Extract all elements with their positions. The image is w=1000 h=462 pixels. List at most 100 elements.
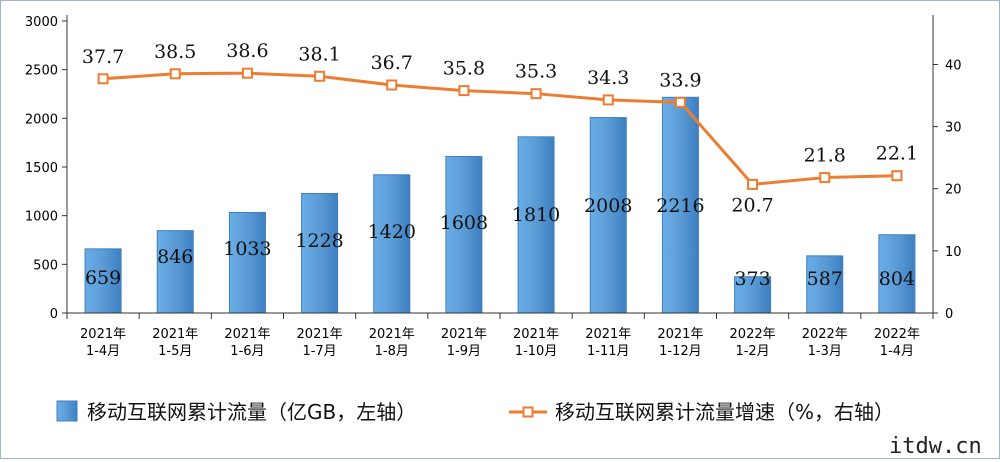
bar-7 (589, 117, 627, 314)
x-tick-label: 2021年 1-12月 (657, 327, 703, 359)
growth-point-10 (819, 172, 831, 184)
right-tick-label: 10 (945, 245, 962, 260)
x-tick-label: 2021年 1-5月 (152, 327, 198, 359)
legend-line-marker (522, 406, 534, 418)
growth-value-label: 38.6 (226, 40, 268, 62)
bar-value-label: 373 (734, 268, 770, 290)
bar-4 (373, 174, 411, 314)
bar-8 (661, 96, 699, 314)
left-tick-label: 2000 (25, 112, 58, 127)
bar-value-label: 846 (157, 246, 193, 268)
growth-point-8 (674, 96, 686, 108)
x-tick-label: 2021年 1-9月 (441, 327, 487, 359)
growth-value-label: 33.9 (659, 69, 701, 91)
left-tick-label: 0 (50, 307, 58, 322)
bar-value-label: 2008 (584, 195, 632, 217)
x-tick-label: 2021年 1-4月 (80, 327, 126, 359)
growth-point-1 (169, 68, 181, 80)
growth-point-3 (314, 70, 326, 82)
left-tick-label: 500 (33, 258, 58, 273)
bar-1 (156, 230, 194, 314)
x-tick-label: 2022年 1-3月 (802, 327, 848, 359)
right-tick-label: 20 (945, 183, 962, 198)
growth-value-label: 35.8 (443, 58, 485, 80)
bar-value-label: 2216 (656, 195, 704, 217)
x-tick-label: 2021年 1-11月 (585, 327, 631, 359)
x-tick-label-line: 1-12月 (659, 344, 702, 359)
growth-value-label: 21.8 (804, 145, 846, 167)
x-tick-label-line: 2021年 (513, 327, 559, 342)
growth-point-6 (530, 88, 542, 100)
growth-point-9 (747, 178, 759, 190)
right-tick-label: 40 (945, 58, 962, 73)
watermark: itdw.cn (889, 434, 982, 458)
left-tick-label: 1000 (25, 210, 58, 225)
x-tick-label-line: 2021年 (224, 327, 270, 342)
x-tick-label-line: 1-8月 (375, 344, 409, 359)
bar-value-label: 1228 (295, 230, 343, 252)
growth-value-label: 38.1 (298, 43, 340, 65)
x-tick-label-line: 2021年 (297, 327, 343, 342)
bar-series (84, 96, 916, 314)
legend-bar-swatch (56, 400, 78, 422)
left-tick-label: 1500 (25, 161, 58, 176)
growth-point-11 (891, 170, 903, 182)
x-tick-label: 2021年 1-10月 (513, 327, 559, 359)
x-tick-label-line: 1-7月 (302, 344, 336, 359)
x-tick-label-line: 2022年 (874, 327, 920, 342)
x-tick-label-line: 1-3月 (808, 344, 842, 359)
x-tick-label-line: 2021年 (369, 327, 415, 342)
x-tick-label-line: 1-6月 (230, 344, 264, 359)
growth-point-2 (241, 67, 253, 79)
left-tick-label: 2500 (25, 64, 58, 79)
x-tick-label-line: 2022年 (802, 327, 848, 342)
x-tick-label-line: 2021年 (80, 327, 126, 342)
x-tick-label-line: 2021年 (441, 327, 487, 342)
growth-value-label: 38.5 (154, 41, 196, 63)
x-tick-label-line: 1-10月 (515, 344, 558, 359)
bar-3 (301, 192, 339, 314)
x-tick-label: 2021年 1-8月 (369, 327, 415, 359)
line-series (97, 67, 903, 190)
bar-2 (228, 211, 266, 314)
growth-point-0 (97, 73, 109, 85)
right-tick-label: 30 (945, 121, 962, 136)
growth-value-label: 36.7 (371, 52, 413, 74)
bar-value-label: 587 (807, 268, 843, 290)
bar-value-label: 1608 (440, 212, 488, 234)
x-tick-label-line: 1-5月 (158, 344, 192, 359)
data-labels: 659 846 1033 1228 1420 1608 1810 2008 2216 373 587… (82, 40, 918, 290)
bar-5 (445, 155, 483, 314)
left-tick-label: 3000 (25, 15, 58, 30)
x-tick-label-line: 1-4月 (86, 344, 120, 359)
right-tick-label: 0 (945, 307, 953, 322)
x-tick-label: 2021年 1-7月 (297, 327, 343, 359)
x-tick-label: 2021年 1-6月 (224, 327, 270, 359)
x-tick-label-line: 1-9月 (447, 344, 481, 359)
bar-0 (84, 248, 122, 314)
bar-10 (806, 255, 844, 314)
growth-line (102, 71, 897, 186)
x-tick-label-line: 1-4月 (880, 344, 914, 359)
legend-bar-label: 移动互联网累计流量（亿GB，左轴） (87, 400, 416, 424)
legend: 移动互联网累计流量（亿GB，左轴） 移动互联网累计流量增速（%，右轴） (56, 400, 894, 424)
x-tick-label-line: 1-11月 (587, 344, 630, 359)
axes: 0 500 1000 1500 2000 2500 3000 0 10 20 30 40 2021年 1-… (25, 15, 962, 359)
growth-value-label: 35.3 (515, 61, 557, 83)
bar-value-label: 1810 (512, 204, 560, 226)
growth-point-4 (386, 79, 398, 91)
legend-line-label: 移动互联网累计流量增速（%，右轴） (555, 400, 894, 424)
growth-point-7 (602, 94, 614, 106)
x-tick-label-line: 1-2月 (735, 344, 769, 359)
growth-value-label: 22.1 (876, 143, 918, 165)
growth-value-label: 34.3 (587, 67, 629, 89)
x-tick-label-line: 2021年 (657, 327, 703, 342)
growth-point-5 (458, 85, 470, 97)
bar-6 (517, 136, 555, 314)
x-tick-label: 2022年 1-4月 (874, 327, 920, 359)
x-tick-label-line: 2021年 (585, 327, 631, 342)
growth-value-label: 37.7 (82, 46, 124, 68)
x-tick-label: 2022年 1-2月 (730, 327, 776, 359)
